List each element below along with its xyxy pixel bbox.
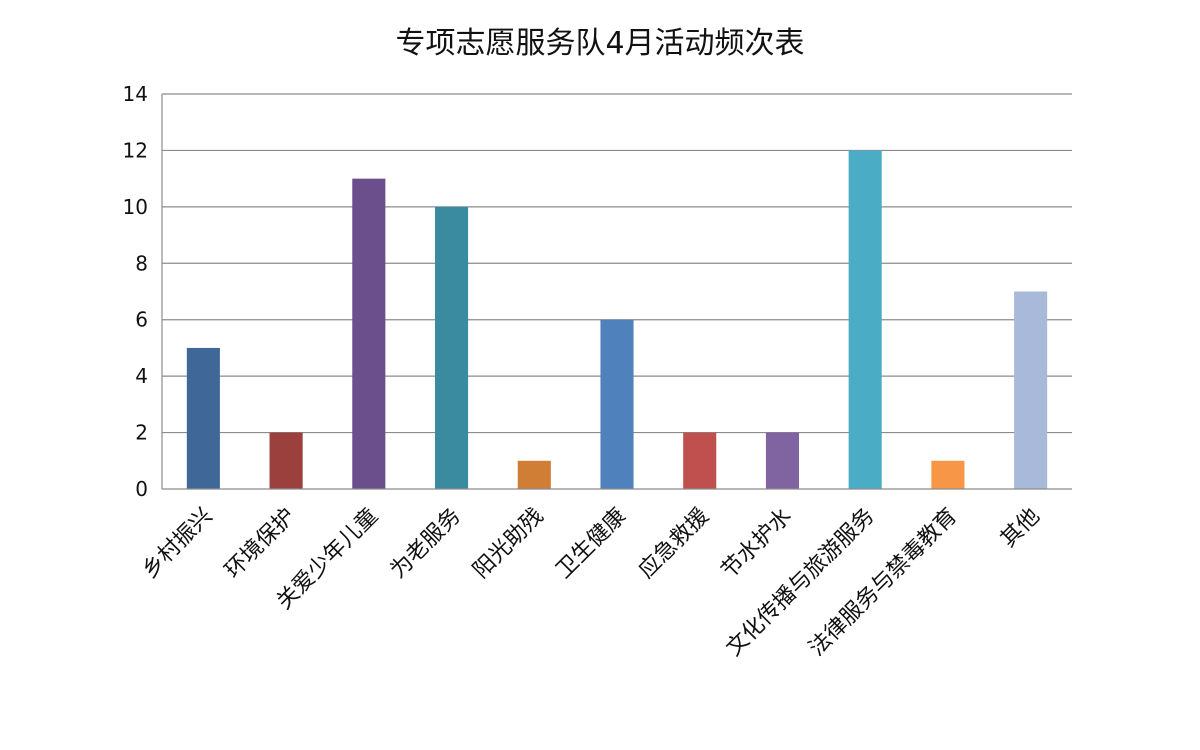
x-tick-label: 节水护水 [717, 504, 797, 584]
bar [931, 460, 965, 489]
bar [435, 206, 469, 489]
bar [352, 178, 386, 489]
x-tick-label: 文化传播与旅游服务 [722, 504, 880, 662]
bar [765, 432, 799, 489]
bar [600, 319, 634, 489]
x-tick-label: 乡村振兴 [138, 504, 218, 584]
bar [683, 432, 717, 489]
y-tick-label: 14 [123, 82, 148, 106]
x-tick-label: 阳光助残 [469, 504, 549, 584]
chart-title: 专项志愿服务队4月活动频次表 [395, 26, 805, 61]
x-tick-label: 环境保护 [220, 504, 300, 584]
y-tick-label: 4 [135, 364, 148, 388]
bar [186, 347, 220, 489]
x-tick-label: 卫生健康 [551, 504, 631, 584]
axes [161, 94, 1072, 490]
bar [1014, 291, 1048, 489]
bar [848, 150, 882, 489]
y-tick-label: 2 [135, 421, 148, 445]
x-tick-label: 为老服务 [386, 504, 466, 584]
y-tick-label: 8 [135, 251, 148, 275]
bars [186, 150, 1048, 489]
y-tick-label: 0 [135, 477, 148, 501]
y-tick-label: 12 [123, 138, 148, 162]
x-tick-label: 应急救援 [634, 504, 714, 584]
x-tick-label: 其他 [996, 504, 1045, 553]
bar [269, 432, 303, 489]
y-tick-label: 10 [123, 195, 148, 219]
bar [517, 460, 551, 489]
y-tick-label: 6 [135, 308, 148, 332]
x-tick-label: 法律服务与禁毒教育 [804, 504, 962, 662]
